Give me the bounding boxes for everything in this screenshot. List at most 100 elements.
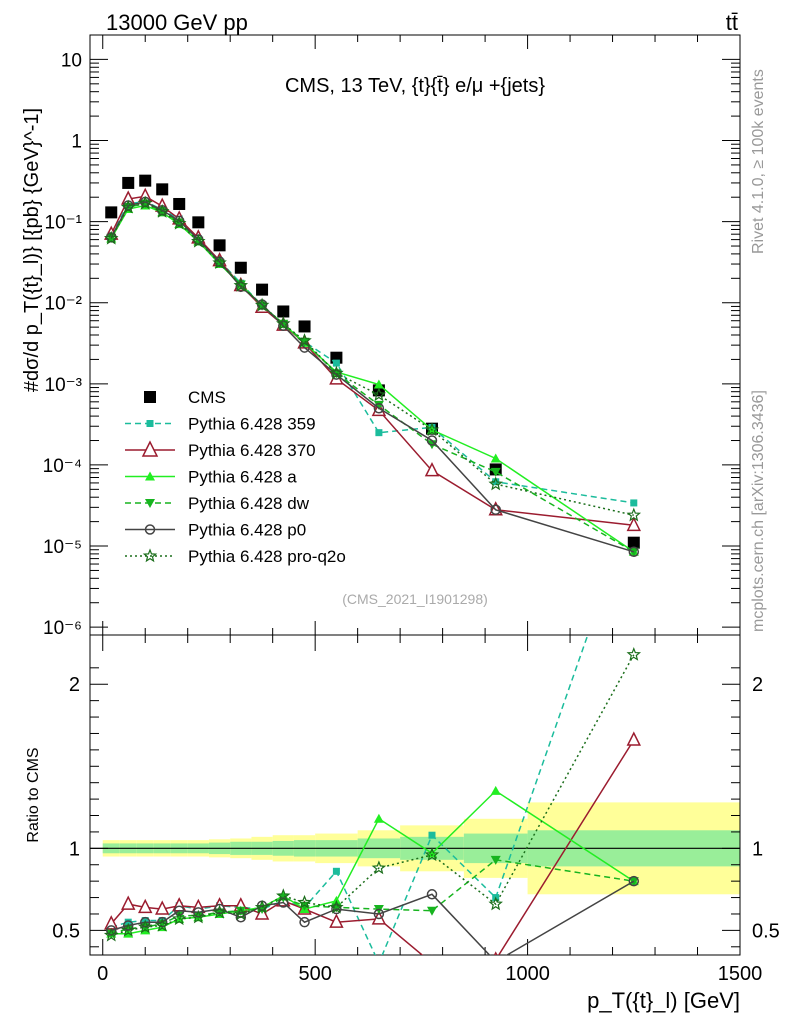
data-point [156,183,169,196]
series-pythia-6-428-dw [106,199,639,557]
ratio-data-point [371,860,387,875]
ratio-data-point [122,920,134,931]
ratio-y-tick-label: 2 [69,674,80,696]
ratio-plot-frame [89,634,741,956]
x-axis-label: p_T({t}_l) [GeV] [587,988,740,1013]
legend-label: Pythia 6.428 dw [188,494,310,513]
data-point [488,476,503,491]
ratio-series-line [110,635,589,955]
legend-marker [142,548,158,563]
mcplots-label: mcplots.cern.ch [arXiv:1306.3436] [750,390,767,632]
data-point [627,536,640,549]
main-y-tick-label: 10⁻⁴ [43,456,82,477]
data-point [628,547,639,557]
data-point [424,461,440,477]
ratio-data-point [103,927,119,942]
ratio-data-point [235,912,247,923]
data-point [213,239,226,252]
data-point [234,261,247,274]
data-point [492,478,500,486]
data-point [331,369,342,380]
ratio-data-point [431,954,433,955]
rivet-version-label: Rivet 4.1.0, ≥ 100k events [750,69,767,254]
ratio-y-axis-label: Ratio to CMS [25,747,42,842]
ratio-data-point [626,731,642,746]
main-y-tick-label: 10 [61,50,82,71]
legend: CMS Pythia 6.428 359 Pythia 6.428 370 Pythi… [125,388,346,566]
legend-marker [141,440,159,457]
main-y-tick-label: 10⁻² [45,294,83,315]
data-point [278,320,289,332]
data-point [235,281,247,293]
ratio-data-point [491,957,500,966]
data-point [122,176,135,189]
ratio-data-point [193,907,204,918]
data-point [154,203,170,218]
main-plot-panel: 10⁻⁶ 10⁻⁵ 10⁻⁴ 10⁻³ 10⁻² 10⁻¹ 1 10 CMS, 13 TeV,… [21,34,741,639]
data-point [256,283,269,296]
legend-entry: Pythia 6.428 dw [125,494,310,513]
data-point [490,453,501,463]
legend-label: CMS [188,388,226,407]
ratio-data-point [171,911,187,926]
ratio-data-point [490,785,501,795]
ratio-data-point [154,917,170,932]
x-tick-label: 1000 [505,963,550,985]
data-point [191,233,206,248]
data-point [490,467,501,477]
data-point [105,206,118,219]
data-point [299,337,310,347]
data-point [173,197,186,210]
data-point [375,429,383,437]
main-y-tick-label: 10⁻¹ [45,213,83,234]
ratio-data-point [424,847,440,862]
main-plot-frame [89,34,741,636]
data-point [373,400,384,410]
ratio-data-point [235,906,246,916]
legend-marker [146,420,154,427]
ratio-series-line [110,859,634,935]
ratio-data-point [120,922,136,937]
ratio-series-pythia-6-428-pro-q2o [103,647,642,942]
ratio-data-point [428,831,436,839]
data-point [626,507,642,522]
series-pythia-6-428-359 [107,197,638,507]
legend-label: Pythia 6.428 a [188,468,297,487]
legend-marker [144,524,156,535]
legend-label: Pythia 6.428 359 [188,415,316,434]
ratio-y-tick-label-right: 2 [752,674,763,696]
ratio-data-point [331,903,342,915]
ratio-data-point [329,899,344,914]
legend-entry: Pythia 6.428 p0 [125,521,306,540]
data-point [630,499,638,507]
series-line [110,201,635,553]
main-y-tick-label: 10⁻³ [45,375,83,396]
legend-entry: Pythia 6.428 359 [125,415,316,434]
ratio-y-tick-label-right: 0.5 [752,920,780,942]
analysis-watermark: (CMS_2021_I1901298) [342,591,488,607]
main-y-tick-label: 1 [71,132,82,153]
ratio-data-point [138,898,153,914]
data-point [139,174,152,187]
ratio-data-point [156,916,168,928]
main-y-axis-label: #dσ/d p_T({t}_l)} [{pb} {GeV}^-1] [21,108,43,392]
ratio-data-point [276,888,291,903]
x-tick-label: 500 [298,963,331,985]
data-point [212,255,227,270]
data-point [103,230,119,245]
ratio-data-point [375,960,382,967]
ratio-data-point [493,951,498,955]
data-point [277,305,290,318]
data-point [233,277,249,292]
data-point [628,546,640,558]
ratio-data-point [329,913,344,928]
legend-marker [145,471,155,481]
x-tick-label: 0 [97,963,108,985]
series-pythia-6-428-370 [104,187,642,532]
ratio-data-point [173,905,185,916]
data-point [371,387,387,402]
data-point [254,297,270,312]
ratio-data-point [373,813,384,823]
data-point [373,402,385,414]
data-point [297,333,312,347]
